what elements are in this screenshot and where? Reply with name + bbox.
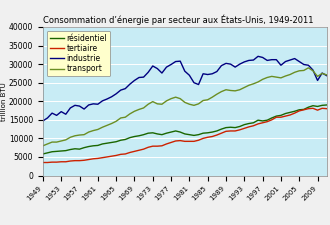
- résidentiel: [238, 125, 242, 128]
- tertiaire: [174, 140, 178, 142]
- Line: transport: transport: [43, 68, 327, 146]
- résidentiel: [325, 104, 329, 106]
- industrie: [320, 72, 324, 74]
- industrie: [325, 74, 329, 77]
- tertiaire: [311, 107, 315, 110]
- résidentiel: [41, 153, 45, 155]
- Y-axis label: trillion BTU: trillion BTU: [1, 82, 7, 121]
- tertiaire: [128, 151, 132, 154]
- industrie: [41, 119, 45, 122]
- tertiaire: [183, 140, 187, 143]
- transport: [174, 96, 178, 99]
- transport: [183, 101, 187, 104]
- Legend: résidentiel, tertiaire, industrie, transport: résidentiel, tertiaire, industrie, trans…: [47, 31, 110, 76]
- transport: [307, 67, 311, 69]
- transport: [325, 74, 329, 76]
- industrie: [119, 89, 123, 92]
- résidentiel: [119, 139, 123, 142]
- tertiaire: [325, 107, 329, 110]
- transport: [238, 88, 242, 91]
- transport: [128, 112, 132, 115]
- Text: Consommation d’énergie par secteur aux États-Unis, 1949-2011: Consommation d’énergie par secteur aux É…: [43, 14, 313, 25]
- résidentiel: [320, 104, 324, 107]
- transport: [320, 72, 324, 75]
- industrie: [174, 60, 178, 63]
- industrie: [238, 63, 242, 65]
- Line: industrie: industrie: [43, 56, 327, 121]
- Line: tertiaire: tertiaire: [43, 108, 327, 162]
- tertiaire: [41, 161, 45, 164]
- tertiaire: [119, 153, 123, 156]
- Line: résidentiel: résidentiel: [43, 105, 327, 154]
- tertiaire: [320, 107, 324, 110]
- industrie: [128, 83, 132, 86]
- résidentiel: [174, 130, 178, 132]
- résidentiel: [128, 136, 132, 139]
- tertiaire: [238, 128, 242, 131]
- transport: [41, 144, 45, 147]
- transport: [119, 117, 123, 119]
- industrie: [183, 70, 187, 72]
- résidentiel: [183, 133, 187, 135]
- industrie: [256, 55, 260, 58]
